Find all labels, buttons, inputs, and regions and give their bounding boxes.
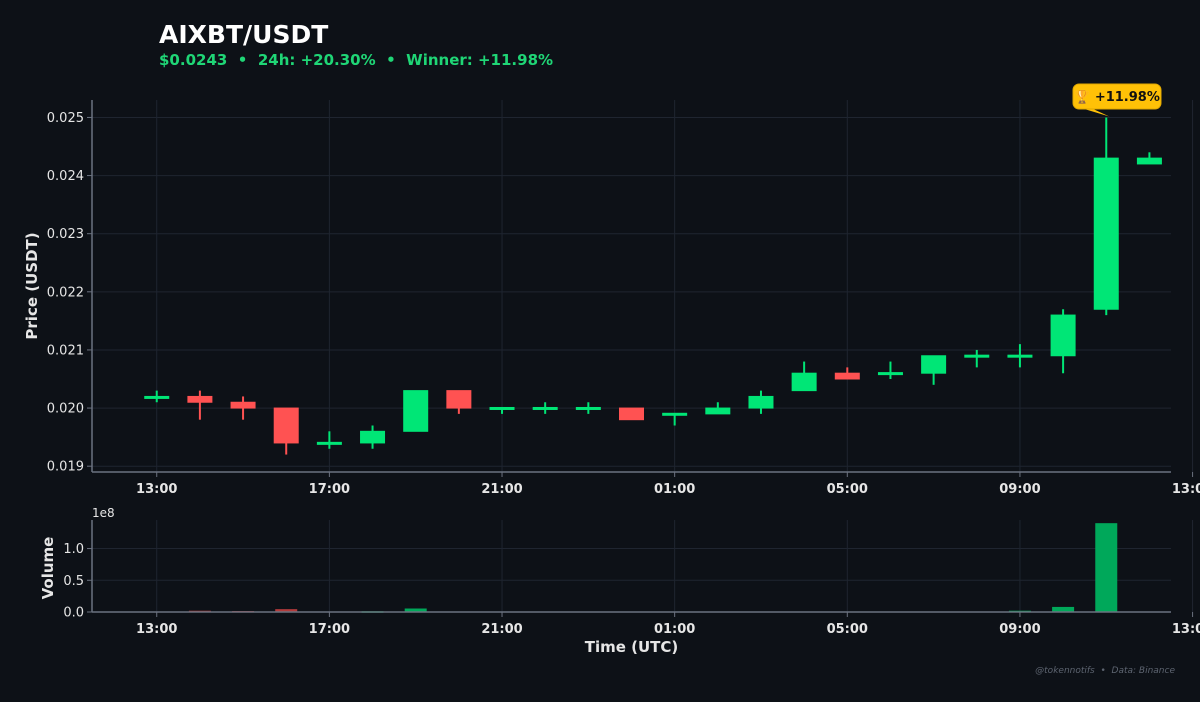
candle-body [446,390,472,409]
annotation-label: 🏆 +11.98% [1074,89,1160,105]
volume-offset-label: 1e8 [92,506,115,520]
credit-handle: @tokennotifs [1035,666,1095,676]
price-xtick-label: 13:00 [1172,482,1200,497]
chart-title: AIXBT/USDT [159,20,329,49]
candle-body [403,390,429,432]
subtitle-separator: • [386,51,396,69]
candle-body [316,441,342,445]
winner-value: Winner: +11.98% [406,51,554,69]
volume-xtick-label: 13:00 [136,622,177,637]
candle-body [705,407,731,415]
volume-bar [1052,606,1075,612]
credit-separator: • [1100,666,1106,676]
candle-body [1136,157,1162,165]
price-y-axis-label: Price (USDT) [23,232,41,339]
candle-body [273,407,299,444]
volume-xtick-label: 17:00 [309,622,350,637]
credit-source: Data: Binance [1111,666,1175,676]
price-xtick-label: 01:00 [654,482,695,497]
candle-body [144,395,170,399]
price-ytick-label: 0.020 [47,402,84,417]
volume-ytick-label: 0.0 [63,606,84,621]
volume-xtick-label: 21:00 [481,622,522,637]
volume-xtick-label: 01:00 [654,622,695,637]
candle-body [187,395,213,403]
price-xtick-label: 05:00 [827,482,868,497]
candle-body [964,354,990,358]
candle-body [877,372,903,376]
price-ytick-label: 0.023 [47,227,84,242]
price-ytick-label: 0.019 [47,460,84,475]
price-xtick-label: 09:00 [999,482,1040,497]
x-axis-label: Time (UTC) [585,638,679,656]
candle-body [575,406,601,410]
candle-body [532,406,558,410]
candle-body [662,412,688,416]
volume-xtick-label: 09:00 [999,622,1040,637]
candle-body [1093,157,1119,310]
candle-body [489,406,515,410]
candle-body [791,372,817,392]
chart-subtitle: $0.0243 • 24h: +20.30% • Winner: +11.98% [159,51,553,69]
candle-body [834,372,860,380]
candle-body [1050,314,1076,357]
volume-bar [275,609,298,612]
price-ytick-label: 0.022 [47,285,84,300]
volume-ytick-label: 1.0 [63,542,84,557]
price-value: $0.0243 [159,51,228,69]
subtitle-separator: • [237,51,248,69]
change-24h: 24h: +20.30% [257,51,376,69]
volume-bar [404,608,427,612]
candle-body [748,395,774,409]
price-ytick-label: 0.024 [47,169,84,184]
price-ytick-label: 0.025 [47,111,84,126]
price-xtick-label: 17:00 [309,482,350,497]
candle-body [619,407,644,421]
volume-xtick-label: 13:00 [1172,622,1200,637]
annotation-badge [1072,83,1162,110]
volume-bar [1095,523,1118,612]
volume-xtick-label: 05:00 [827,622,868,637]
annotation-pointer [1081,108,1110,117]
candle-body [921,355,947,374]
price-xtick-label: 13:00 [136,482,177,497]
candle-body [360,430,386,444]
price-xtick-label: 21:00 [481,482,522,497]
candle-body [230,401,256,409]
volume-y-axis-label: Volume [39,537,57,600]
price-ytick-label: 0.021 [47,343,84,358]
data-credit: @tokennotifs • Data: Binance [1035,666,1175,676]
candle-body [1007,354,1033,358]
volume-ytick-label: 0.5 [63,574,84,589]
